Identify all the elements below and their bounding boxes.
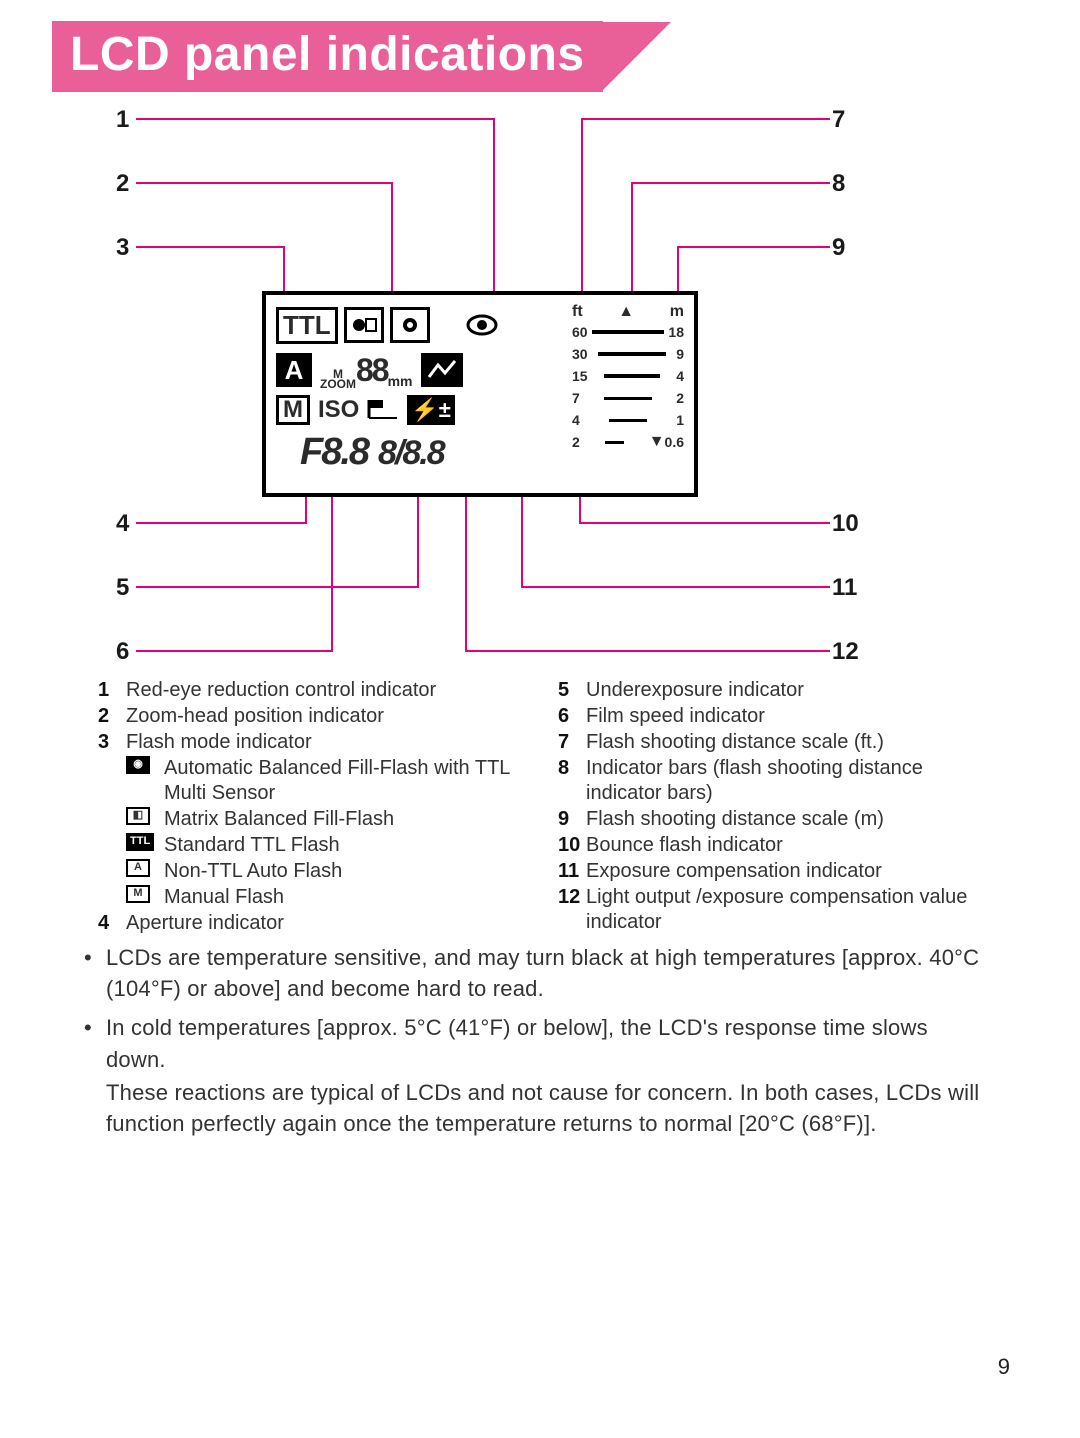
callout-5: 5 (116, 574, 129, 602)
m-label: m (670, 303, 684, 321)
banner-decoration (603, 22, 671, 90)
underexposure-icon (367, 396, 399, 424)
sensor-mini-icon: ◉ (126, 756, 164, 806)
zoom-indicator: MZOOM 88 mm (320, 352, 413, 389)
red-eye-icon (466, 309, 498, 341)
note-item: In cold temperatures [approx. 5°C (41°F)… (84, 1012, 984, 1139)
output-ratio: 8/8.8 (378, 434, 444, 473)
callout-9: 9 (832, 234, 845, 262)
callout-1: 1 (116, 106, 129, 134)
page-title: LCD panel indications (52, 21, 603, 92)
auto-mode-box: A (276, 353, 312, 387)
aperture-value: F8.8 (300, 431, 368, 474)
title-banner: LCD panel indications (52, 22, 671, 90)
page-number: 9 (998, 1354, 1010, 1380)
distance-scale: ft ▲ m 6018 309 154 72 41 2▼0.6 (572, 303, 684, 453)
callout-8: 8 (832, 170, 845, 198)
iso-label: ISO (318, 396, 359, 424)
callout-6: 6 (116, 638, 129, 666)
ttl-indicator: TTL (276, 307, 338, 344)
note-item: LCDs are temperature sensitive, and may … (84, 942, 984, 1004)
m-mini-icon: M (126, 885, 164, 910)
matrix-mini-icon: ◧ (126, 807, 164, 832)
legend-left-column: 1Red-eye reduction control indicator 2Zo… (98, 678, 518, 937)
callout-4: 4 (116, 510, 129, 538)
ft-label: ft (572, 303, 583, 321)
legend-right-column: 5Underexposure indicator 6Film speed ind… (558, 678, 978, 937)
note-continuation: These reactions are typical of LCDs and … (106, 1077, 984, 1139)
callout-3: 3 (116, 234, 129, 262)
matrix-icon (344, 307, 384, 343)
callout-10: 10 (832, 510, 859, 538)
ttl-mini-icon: TTL (126, 833, 164, 858)
bounce-icon (421, 353, 463, 387)
a-mini-icon: A (126, 859, 164, 884)
manual-mode-box: M (276, 395, 310, 425)
notes-list: LCDs are temperature sensitive, and may … (84, 942, 984, 1147)
callout-2: 2 (116, 170, 129, 198)
exposure-comp-icon: ⚡± (407, 395, 454, 425)
up-arrow-icon: ▲ (618, 303, 634, 321)
lcd-panel: TTL A MZOOM 88 mm M ISO ⚡± F8.8 8/8.8 (262, 291, 698, 497)
callout-7: 7 (832, 106, 845, 134)
legend: 1Red-eye reduction control indicator 2Zo… (98, 678, 978, 937)
callout-11: 11 (832, 574, 857, 602)
callout-12: 12 (832, 638, 859, 666)
sensor-icon (390, 307, 430, 343)
